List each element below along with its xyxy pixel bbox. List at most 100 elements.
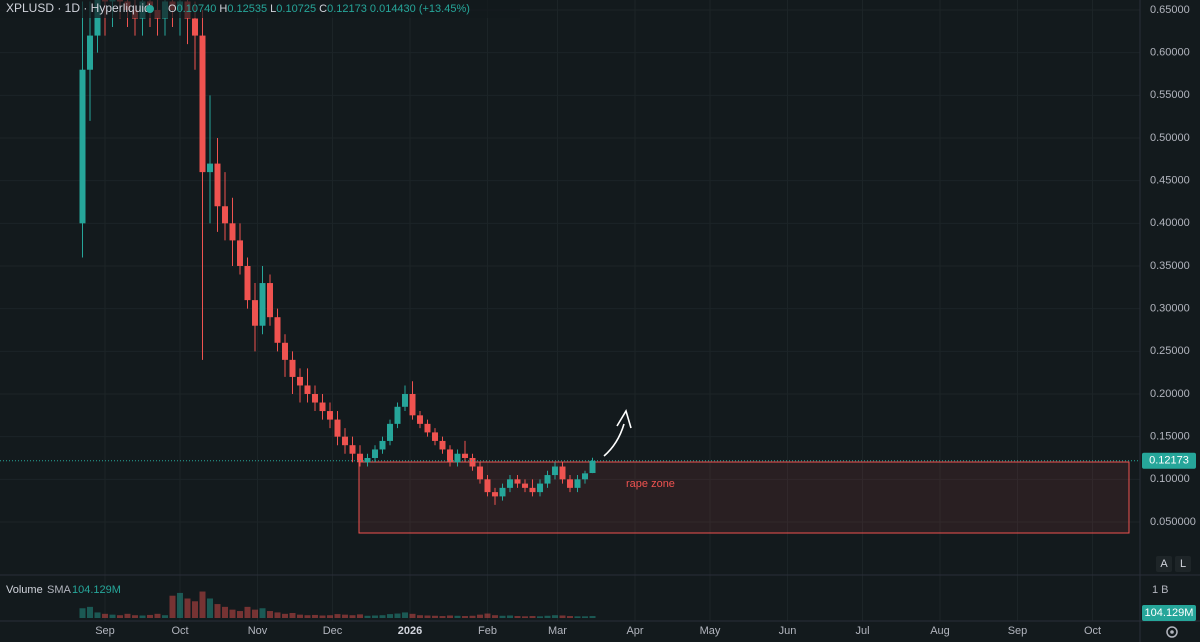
legend-text: O0.10740 H0.12535 L0.10725 C0.12173 0.01… xyxy=(168,3,470,15)
y-tick-label: 0.60000 xyxy=(1150,47,1190,59)
candle-body xyxy=(327,411,333,420)
volume-bar xyxy=(162,615,168,618)
volume-bar xyxy=(387,614,393,618)
volume-bar xyxy=(574,616,581,618)
candle-body xyxy=(499,487,506,497)
zone-label: rape zone xyxy=(626,478,675,490)
o-value: 0.10740 xyxy=(177,3,217,15)
zone-rect xyxy=(358,461,1130,534)
c-value: 0.12173 xyxy=(327,3,367,15)
volume-bar xyxy=(537,616,543,618)
candle-body xyxy=(469,457,476,467)
volume-bar xyxy=(319,615,326,618)
button-l[interactable]: L xyxy=(1180,558,1186,570)
candle-body xyxy=(447,449,453,463)
volume-bar xyxy=(274,612,281,618)
y-tick-label: 0.30000 xyxy=(1150,303,1190,315)
candle-body xyxy=(289,359,296,377)
x-tick-label: Jul xyxy=(855,625,869,637)
candle-body xyxy=(552,466,558,476)
volume-bar xyxy=(177,592,183,618)
candle-body xyxy=(237,240,243,266)
volume-bar xyxy=(544,615,551,618)
candle-body xyxy=(297,376,303,386)
volume-bar xyxy=(589,616,596,618)
status-dot xyxy=(146,5,154,13)
candle-body xyxy=(409,393,416,416)
candle-body xyxy=(199,35,206,173)
candle-body xyxy=(582,473,588,480)
x-tick-label: 2026 xyxy=(398,625,422,637)
volume-bar xyxy=(432,615,438,618)
volume-bar xyxy=(417,615,423,618)
candle-body xyxy=(229,223,236,241)
volume-title: Volume xyxy=(6,584,43,596)
volume-bar xyxy=(289,612,296,618)
candle-body xyxy=(282,342,288,360)
volume-bar xyxy=(484,613,491,618)
volume-bar xyxy=(394,613,401,618)
arrow-drawing xyxy=(603,409,632,457)
volume-bar xyxy=(199,591,206,618)
button-bg[interactable] xyxy=(1156,556,1172,572)
candle-body xyxy=(379,440,386,450)
volume-bar xyxy=(109,614,116,618)
candle-body xyxy=(312,393,318,403)
candle-body xyxy=(514,479,521,484)
l-label: L xyxy=(270,3,276,15)
volume-bar xyxy=(244,606,251,618)
x-tick-label: Jun xyxy=(779,625,797,637)
candle-body xyxy=(274,317,281,343)
volume-bar xyxy=(252,609,258,618)
candle-body xyxy=(387,423,393,441)
button-bg[interactable] xyxy=(1175,556,1191,572)
candle-body xyxy=(439,440,446,450)
o-label: O xyxy=(168,3,177,15)
candle-body xyxy=(589,460,596,474)
volume-bar xyxy=(529,616,536,618)
l-value: 0.10725 xyxy=(276,3,316,15)
volume-bar xyxy=(402,612,408,618)
gear-center[interactable] xyxy=(1170,630,1174,634)
gear[interactable] xyxy=(1166,626,1178,638)
button-a[interactable]: A xyxy=(1160,558,1168,570)
volume-sma-label: SMA xyxy=(47,584,72,596)
volume-bar xyxy=(282,613,288,618)
candle-body xyxy=(567,479,573,488)
volume-bar xyxy=(267,611,273,618)
candle-body xyxy=(267,283,273,318)
volume-bar xyxy=(492,615,498,618)
volume-bar xyxy=(499,615,506,618)
volume-bar xyxy=(87,606,93,618)
volume-bar xyxy=(477,614,483,618)
volume-sma-box-text: 104.129M xyxy=(1145,607,1194,619)
settings-icon[interactable] xyxy=(1166,626,1178,638)
y-tick-label: 0.10000 xyxy=(1150,473,1190,485)
title: XPLUSD · 1D · Hyperliquid xyxy=(6,1,151,15)
candle-body xyxy=(319,402,326,412)
volume-bar xyxy=(229,609,236,618)
x-tick-label: May xyxy=(700,625,721,637)
volume-bar xyxy=(259,608,266,618)
volume-bar xyxy=(469,615,476,618)
candle-body xyxy=(349,445,356,454)
volume-bar xyxy=(154,613,161,618)
grid xyxy=(0,0,1140,621)
volume-bar xyxy=(207,598,213,618)
volume-bar xyxy=(192,601,198,618)
last-price-label: 0.12173 xyxy=(1149,455,1189,467)
candle-body xyxy=(402,393,408,407)
axis-buttons[interactable]: A L xyxy=(1156,556,1191,572)
x-tick-label: Nov xyxy=(248,625,268,637)
candle-body xyxy=(207,163,213,173)
volume-bar xyxy=(139,615,146,618)
volume-bar xyxy=(117,615,123,618)
candle-body xyxy=(484,479,491,493)
volume-bar xyxy=(342,614,348,618)
volume-bar xyxy=(124,613,131,618)
y-tick-label: 0.55000 xyxy=(1150,89,1190,101)
x-tick-label: Oct xyxy=(171,625,188,637)
x-tick-label: Sep xyxy=(95,625,115,637)
x-tick-label: Apr xyxy=(626,625,643,637)
